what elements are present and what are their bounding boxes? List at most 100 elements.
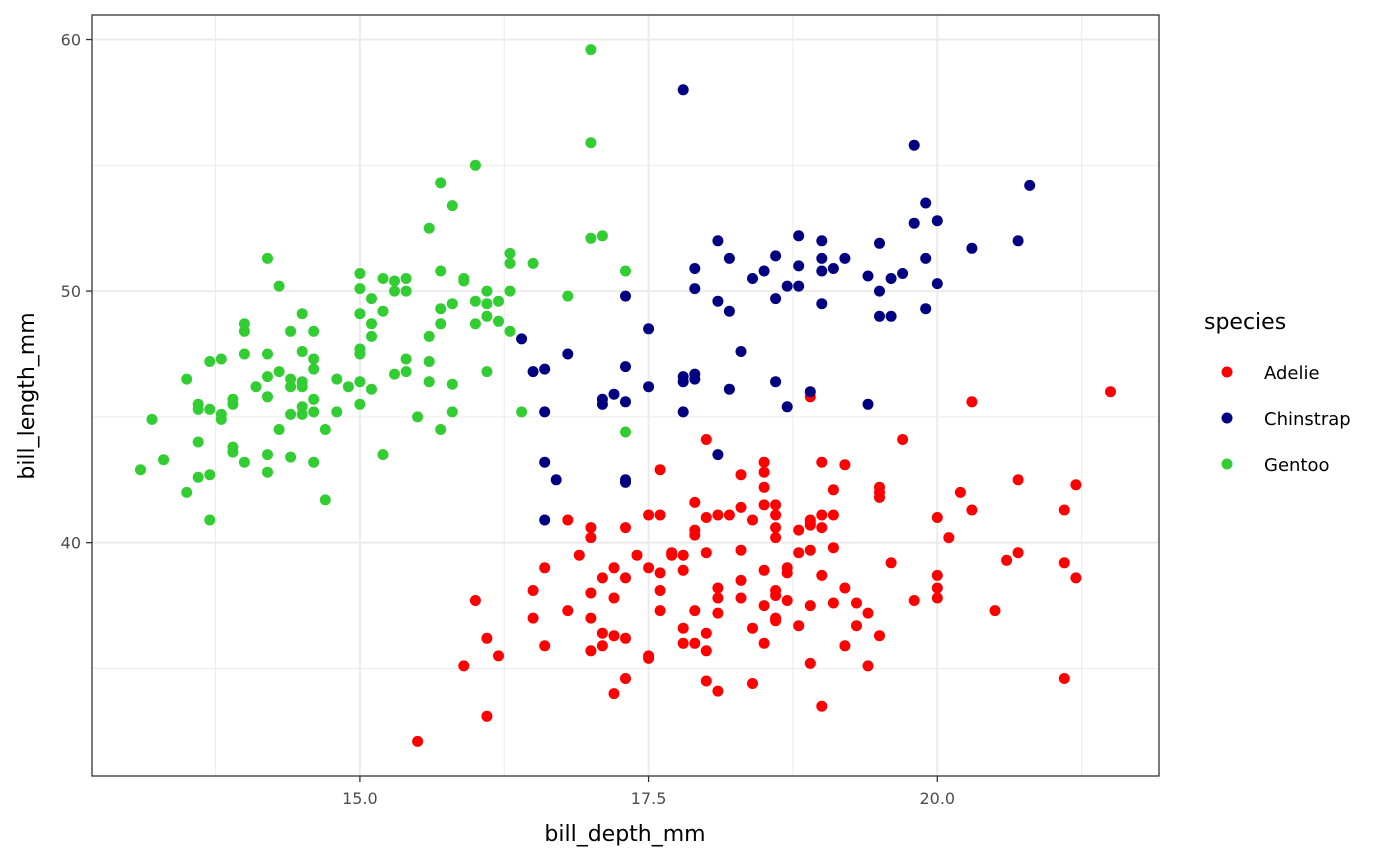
data-point [758,637,770,649]
data-point [839,582,851,594]
data-point [851,597,862,609]
data-point [885,310,897,322]
data-point [712,235,724,247]
data-point [319,494,331,506]
data-point [285,381,297,393]
data-point [227,393,239,405]
data-point [481,632,493,644]
data-point [931,582,943,594]
data-point [366,293,377,305]
data-point [308,456,320,468]
data-point [354,343,366,355]
data-point [758,466,770,478]
plot-border [91,14,1160,777]
data-point [747,273,758,284]
data-point [862,270,874,282]
data-point [354,283,366,295]
data-point [1058,504,1070,516]
data-point [897,434,909,445]
data-point [620,474,631,486]
data-point [631,549,643,561]
data-point [620,426,631,438]
data-point [654,464,666,476]
data-point [469,159,481,171]
data-point [158,454,170,466]
data-point [1070,479,1082,491]
data-point [423,376,435,388]
data-point [504,285,516,297]
data-point [273,280,285,292]
data-point [423,330,435,342]
data-point [758,265,770,277]
data-point [308,406,320,418]
data-point [758,564,770,576]
data-point [539,363,551,375]
data-point [804,544,816,556]
data-point [308,353,320,365]
legend-label-adelie: Adelie [1264,363,1320,384]
data-point [435,424,447,435]
data-point [804,517,816,528]
data-point [770,590,782,601]
data-point [273,424,285,435]
data-point [366,383,377,395]
data-point [423,356,435,367]
data-point [827,484,839,496]
data-point [931,215,943,227]
x-tick-label: 17.5 [631,789,667,808]
data-point [931,278,943,290]
data-point [354,308,366,320]
data-point [400,353,412,365]
data-point [874,310,885,322]
data-point [262,449,273,461]
data-point [215,413,227,425]
data-point [146,413,158,425]
data-point [296,308,308,320]
data-point [516,333,528,345]
data-point [758,456,770,468]
data-point [620,396,631,408]
data-point [562,290,574,302]
data-point [781,562,793,574]
data-point [689,605,701,617]
legend-label-gentoo: Gentoo [1264,455,1330,476]
data-point [493,650,504,662]
data-point [585,612,597,624]
data-point [827,509,839,521]
data-point [585,532,597,544]
data-point [389,275,400,287]
legend-title: species [1204,310,1286,335]
data-point [862,660,874,672]
data-point [1024,179,1036,191]
data-point [954,486,966,498]
data-point [481,298,493,310]
data-point [804,600,816,612]
data-point [735,501,747,513]
x-axis: 15.0 17.5 20.0 [342,776,955,808]
data-point [527,257,539,269]
data-point [504,247,516,259]
data-point [596,393,608,405]
data-point [654,585,666,596]
data-point [296,376,308,388]
data-point [192,471,204,483]
data-point [596,572,608,584]
data-point [262,371,273,383]
data-point [366,318,377,330]
data-point [620,572,631,584]
data-point [827,597,839,609]
data-point [550,474,562,486]
data-point [273,366,285,378]
data-point [643,323,655,335]
data-point [493,315,504,327]
data-point [920,303,932,315]
data-point [296,408,308,420]
data-point [816,522,828,534]
data-point [770,499,782,511]
data-point [700,645,712,657]
data-point [723,252,735,264]
data-point [700,627,712,639]
data-point [885,273,897,284]
data-point [677,371,689,383]
data-point [285,373,297,385]
